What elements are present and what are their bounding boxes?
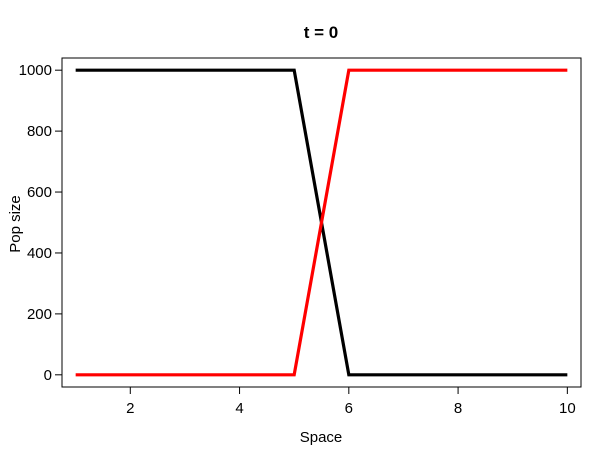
series-line-2 [75, 68, 568, 377]
x-axis-label: Space [300, 429, 343, 446]
y-tick-label: 400 [27, 245, 52, 262]
chart-title: t = 0 [304, 23, 339, 42]
y-tick-label: 0 [44, 367, 52, 384]
series-layer [75, 68, 568, 377]
x-tick-label: 10 [559, 400, 576, 417]
y-tick-label: 800 [27, 123, 52, 140]
y-tick-label: 1000 [19, 62, 52, 79]
y-axis: 0 200 400 600 800 1000 [19, 62, 63, 384]
y-axis-label: Pop size [7, 195, 24, 253]
y-tick-label: 200 [27, 306, 52, 323]
y-tick-label: 600 [27, 184, 52, 201]
x-tick-label: 8 [454, 400, 462, 417]
x-tick-label: 4 [235, 400, 243, 417]
x-tick-label: 2 [126, 400, 134, 417]
x-tick-label: 6 [345, 400, 353, 417]
x-axis: 2 4 6 8 10 [126, 386, 576, 417]
